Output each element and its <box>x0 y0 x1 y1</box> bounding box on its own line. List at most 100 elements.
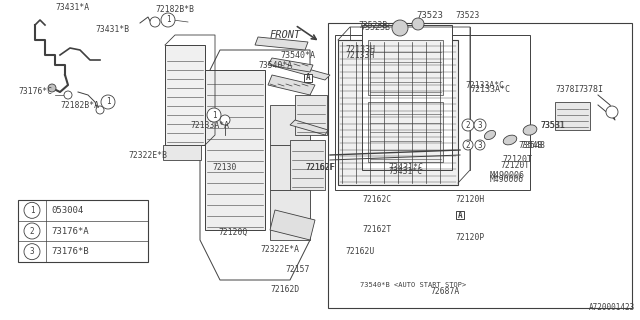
Text: 72120P: 72120P <box>455 234 484 243</box>
Text: 7378I: 7378I <box>578 85 603 94</box>
Circle shape <box>101 95 115 109</box>
Text: 73523B: 73523B <box>358 20 387 29</box>
Bar <box>18 200 148 262</box>
Text: 72162D: 72162D <box>270 285 300 294</box>
Text: 72133A*C: 72133A*C <box>470 85 510 94</box>
Circle shape <box>392 20 408 36</box>
Text: 73548: 73548 <box>520 140 545 149</box>
Circle shape <box>96 106 104 114</box>
Circle shape <box>24 223 40 239</box>
Circle shape <box>24 202 40 218</box>
Bar <box>304 74 312 82</box>
Text: 1: 1 <box>29 206 35 215</box>
Text: 73548: 73548 <box>518 140 542 149</box>
Text: 72133H: 72133H <box>345 51 374 60</box>
Text: 73431*C: 73431*C <box>388 164 423 172</box>
Ellipse shape <box>503 135 516 145</box>
Circle shape <box>463 140 473 150</box>
Circle shape <box>462 119 474 131</box>
Circle shape <box>161 13 175 27</box>
Bar <box>205 70 265 230</box>
Text: 1: 1 <box>166 15 170 25</box>
Text: A720001423: A720001423 <box>589 303 635 312</box>
Text: 72162T: 72162T <box>362 226 391 235</box>
Text: 73531: 73531 <box>540 121 565 130</box>
Text: 72133H: 72133H <box>345 45 375 54</box>
Text: 053004: 053004 <box>51 206 83 215</box>
Text: 73431*B: 73431*B <box>95 26 129 35</box>
Text: 72687A: 72687A <box>430 287 460 297</box>
Text: 73431*A: 73431*A <box>55 3 89 12</box>
Circle shape <box>412 18 424 30</box>
Text: 73523: 73523 <box>417 11 444 20</box>
Bar <box>295 95 327 135</box>
Text: 2: 2 <box>466 140 470 149</box>
Text: 7378I: 7378I <box>555 85 579 94</box>
Circle shape <box>64 91 72 99</box>
Text: 72162F: 72162F <box>305 164 335 172</box>
Text: 73531: 73531 <box>540 121 564 130</box>
Text: 2: 2 <box>466 121 470 130</box>
Bar <box>290 140 325 190</box>
Text: A: A <box>458 211 462 220</box>
Polygon shape <box>200 50 310 280</box>
Bar <box>270 145 310 190</box>
Text: 3: 3 <box>477 140 483 149</box>
Text: 73523: 73523 <box>455 11 479 20</box>
Bar <box>456 211 464 219</box>
Text: M490006: M490006 <box>490 171 525 180</box>
Bar <box>270 190 310 240</box>
Text: 73176*B: 73176*B <box>51 247 88 256</box>
Text: 73431*C: 73431*C <box>388 167 422 177</box>
Bar <box>368 102 443 162</box>
Bar <box>368 40 443 95</box>
Circle shape <box>220 115 230 125</box>
Bar <box>338 40 458 185</box>
Circle shape <box>474 119 486 131</box>
Text: 2: 2 <box>29 227 35 236</box>
Circle shape <box>150 17 160 27</box>
Text: 72162F: 72162F <box>305 164 334 172</box>
Polygon shape <box>268 58 313 72</box>
Bar <box>163 145 201 160</box>
Bar <box>165 45 205 145</box>
Text: 1: 1 <box>106 98 110 107</box>
Circle shape <box>475 140 485 150</box>
Ellipse shape <box>523 125 537 135</box>
Text: 72130: 72130 <box>212 164 236 172</box>
Text: 72322E*A: 72322E*A <box>260 245 299 254</box>
Polygon shape <box>270 210 315 240</box>
Text: 3: 3 <box>29 247 35 256</box>
Text: 1: 1 <box>212 110 216 119</box>
Polygon shape <box>290 120 328 135</box>
Text: 72322E*B: 72322E*B <box>128 150 167 159</box>
Text: 72182B*B: 72182B*B <box>155 5 194 14</box>
Ellipse shape <box>484 131 495 140</box>
Text: 73523B: 73523B <box>360 23 390 33</box>
Text: 72120Q: 72120Q <box>218 228 247 236</box>
Polygon shape <box>270 60 330 80</box>
Bar <box>335 35 530 190</box>
Text: 72133A*C: 72133A*C <box>465 81 504 90</box>
Text: 72120H: 72120H <box>455 196 484 204</box>
Text: 73540*A: 73540*A <box>280 51 315 60</box>
Text: 72120T: 72120T <box>502 156 532 164</box>
Text: 73540*B <AUTO START STOP>: 73540*B <AUTO START STOP> <box>360 282 467 288</box>
Bar <box>555 102 590 130</box>
Circle shape <box>207 108 221 122</box>
Text: 73176*A: 73176*A <box>51 227 88 236</box>
Text: 72162C: 72162C <box>362 196 391 204</box>
Bar <box>328 23 632 308</box>
Text: M490006: M490006 <box>490 175 524 185</box>
Text: 72182B*A: 72182B*A <box>60 100 99 109</box>
Circle shape <box>48 84 56 92</box>
Text: 72133A*A: 72133A*A <box>190 121 229 130</box>
Text: 73540*A: 73540*A <box>258 60 292 69</box>
Polygon shape <box>255 37 308 50</box>
Polygon shape <box>268 75 315 95</box>
Text: 73176*C: 73176*C <box>18 87 52 97</box>
Text: A: A <box>306 74 310 83</box>
Bar <box>270 105 310 145</box>
Text: 72120T: 72120T <box>500 161 529 170</box>
Text: 72157: 72157 <box>285 266 309 275</box>
